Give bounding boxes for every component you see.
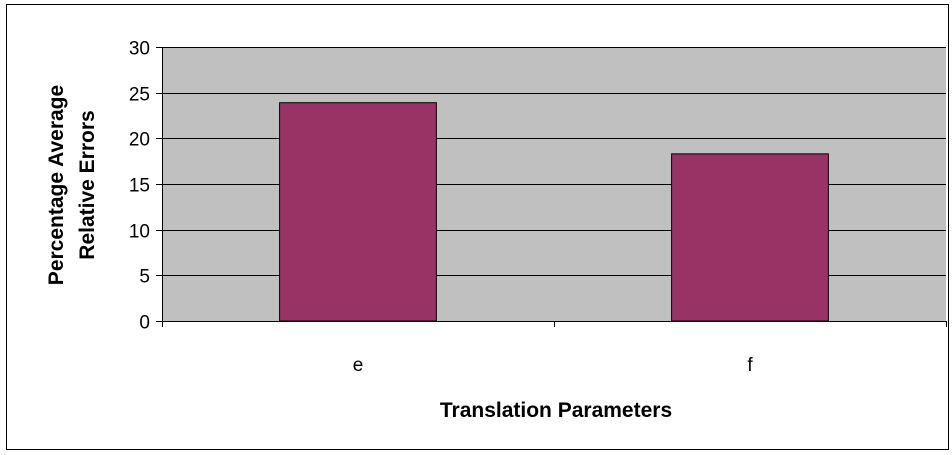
y-tick-label: 5 (139, 267, 150, 288)
y-axis-title-line-1: Percentage Average (45, 85, 68, 285)
x-category-label: f (747, 355, 753, 376)
labels: 0 5 10 15 20 25 30 e f (129, 39, 754, 377)
y-tick-label: 25 (129, 85, 150, 106)
bars (279, 102, 829, 322)
y-axis-title-line-2: Relative Errors (76, 110, 99, 259)
bar-e (279, 102, 437, 322)
x-category-label: e (353, 355, 364, 376)
y-tick-label: 10 (129, 222, 150, 243)
y-tick-label: 30 (129, 39, 150, 60)
x-axis-title: Translation Parameters (440, 399, 672, 422)
y-tick-label: 0 (139, 313, 150, 334)
axes (156, 47, 947, 327)
bar-f (671, 153, 829, 322)
y-tick-label: 20 (129, 130, 150, 151)
y-tick-label: 15 (129, 176, 150, 197)
